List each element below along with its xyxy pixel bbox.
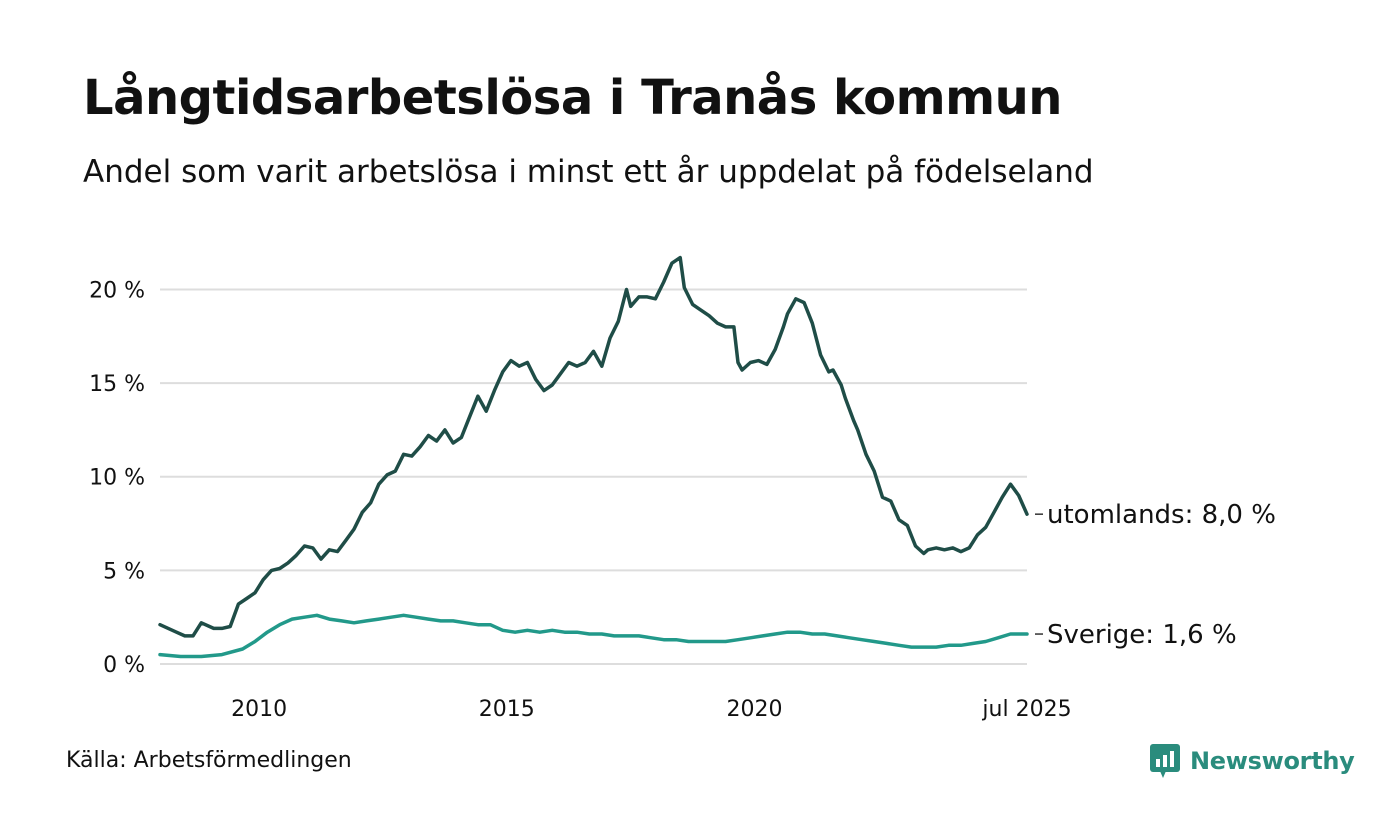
chart-title: Långtidsarbetslösa i Tranås kommun [83,70,1062,126]
x-tick-label: jul 2025 [981,697,1071,722]
x-tick-label: 2015 [479,697,535,722]
x-tick-label: 2010 [231,697,287,722]
gridlines [160,288,1027,665]
y-tick-label: 0 % [103,653,145,678]
series-line-sverige [158,613,1029,659]
newsworthy-logo-icon [1150,744,1180,778]
y-axis-ticks: 0 % 5 % 10 % 15 % 20 % [89,278,145,678]
x-tick-label: 2020 [727,697,783,722]
series-line-utomlands [158,255,1029,638]
y-tick-label: 20 % [89,278,145,303]
end-label-utomlands: utomlands: 8,0 % [1047,500,1276,530]
newsworthy-logo-text: Newsworthy [1190,747,1355,775]
newsworthy-logo: Newsworthy [1150,744,1355,778]
source-note: Källa: Arbetsförmedlingen [66,748,352,773]
series-end-labels: utomlands: 8,0 % Sverige: 1,6 % [1035,500,1276,650]
series-lines [158,255,1029,659]
end-label-sverige: Sverige: 1,6 % [1047,620,1237,650]
y-tick-label: 15 % [89,372,145,397]
y-tick-label: 5 % [103,559,145,584]
x-axis-ticks: 2010 2015 2020 jul 2025 [231,697,1071,722]
chart-subtitle: Andel som varit arbetslösa i minst ett å… [83,154,1094,190]
y-tick-label: 10 % [89,466,145,491]
